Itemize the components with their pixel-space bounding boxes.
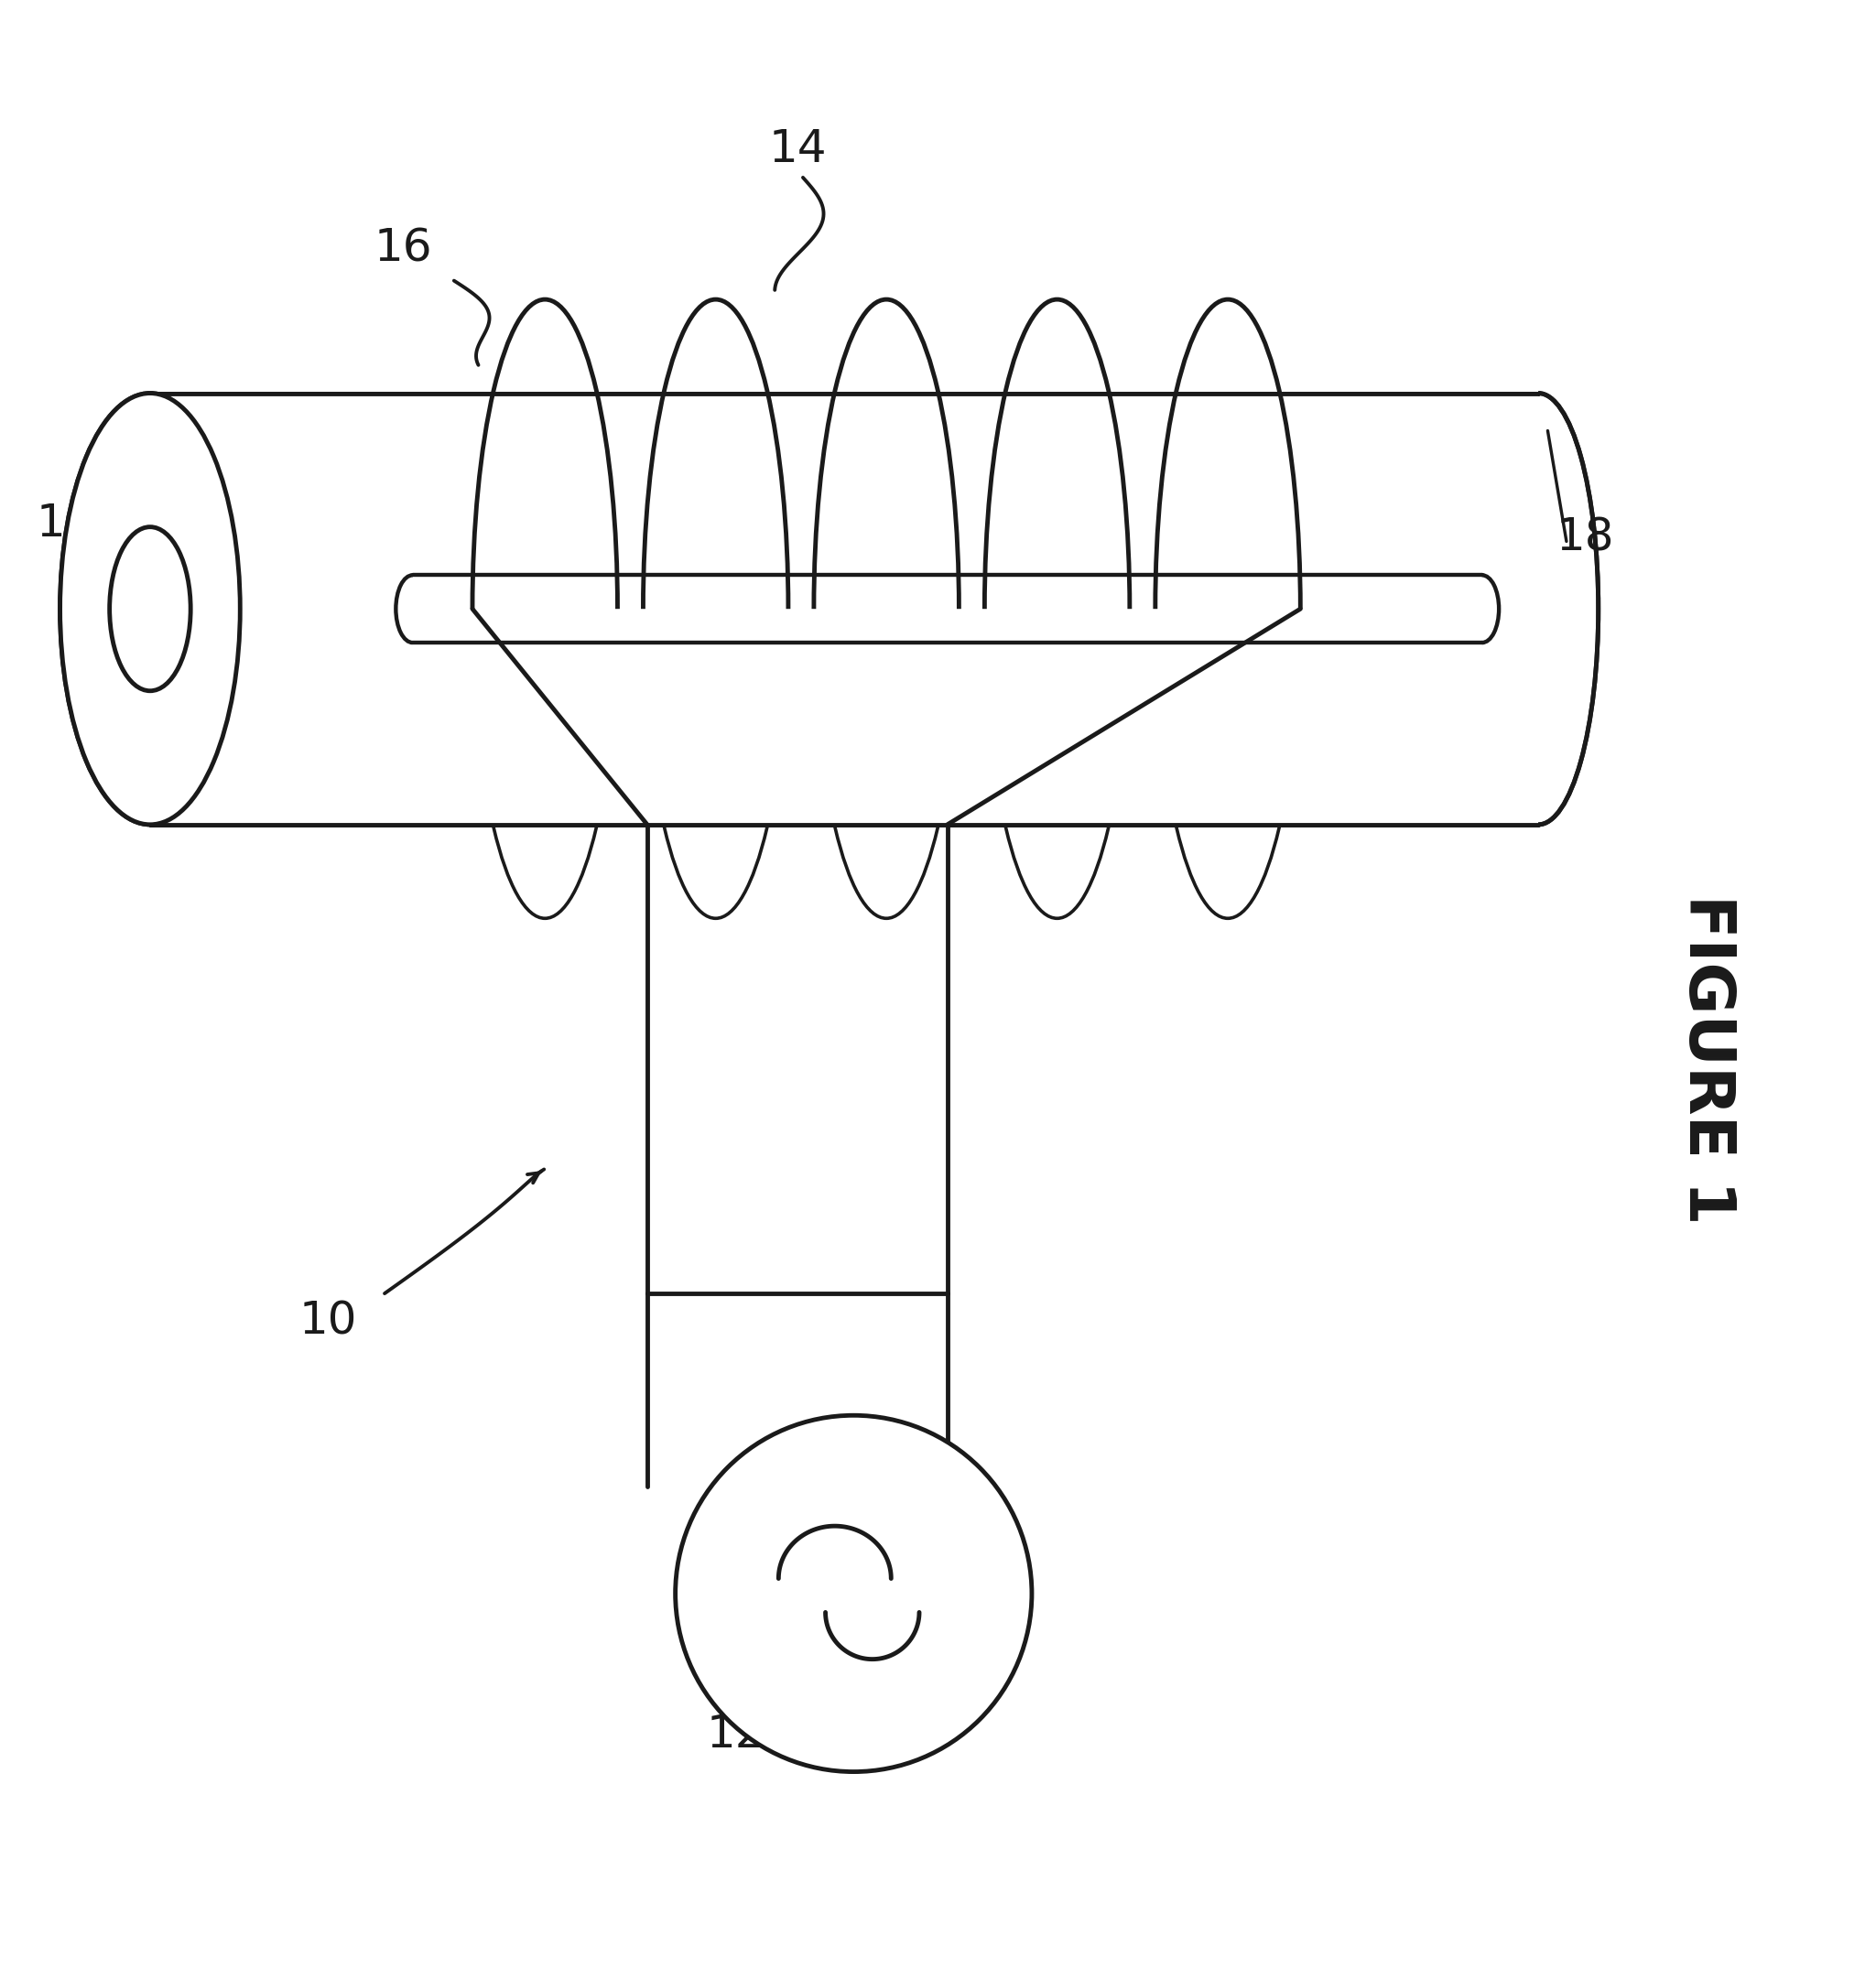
Text: 14: 14 (769, 128, 825, 171)
Ellipse shape (60, 394, 240, 825)
Text: 16: 16 (373, 226, 433, 272)
Polygon shape (150, 394, 1538, 825)
Text: FIGURE 1: FIGURE 1 (1677, 893, 1737, 1224)
Text: 12: 12 (707, 1712, 764, 1755)
Text: 18: 18 (1557, 516, 1613, 559)
Text: 10: 10 (300, 1299, 356, 1344)
Ellipse shape (60, 394, 240, 825)
Text: 18: 18 (38, 502, 94, 547)
Circle shape (675, 1415, 1032, 1771)
